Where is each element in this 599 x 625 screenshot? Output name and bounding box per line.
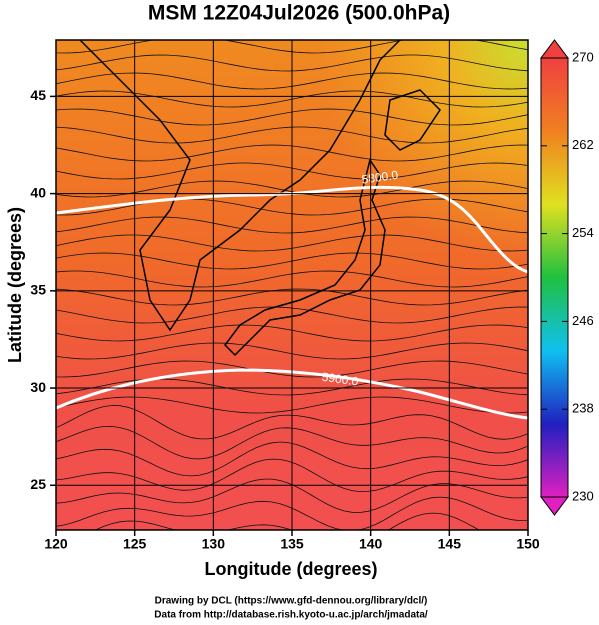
streamline [56,441,528,477]
colorbar-label: 238 [572,401,594,416]
x-tick-label: 145 [438,536,462,552]
streamline [56,126,528,144]
streamline [56,90,528,108]
y-tick-label: 40 [30,184,46,200]
x-tick-label: 130 [202,536,226,552]
colorbar-top [540,39,569,59]
colorbar-bottom [540,496,569,516]
streamline [56,496,528,530]
x-axis-label: Longitude (degrees) [204,559,377,579]
x-tick-label: 120 [44,536,68,552]
x-tick-label: 125 [123,536,147,552]
streamline [56,198,528,216]
contour-label: 5900.0 [321,370,360,389]
frame [55,39,529,531]
y-tick-label: 45 [30,87,46,103]
streamline [56,54,528,72]
streamline [56,252,528,270]
colorbar-label: 246 [572,313,594,328]
coastline-continent [79,40,401,332]
coastline-hokkaido [384,89,441,151]
y-tick-label: 25 [30,476,46,492]
y-axis-label: Latitude (degrees) [5,207,25,363]
streamlines [56,40,528,530]
streamline [56,306,528,324]
streamline [56,72,528,90]
streamline [56,378,528,396]
title: MSM 12Z04Jul2026 (500.0hPa) [148,2,450,25]
colorbar-label: 262 [572,137,594,152]
y-tick-label: 35 [30,282,46,298]
streamline [56,458,528,493]
streamline [56,270,528,288]
streamline [56,108,528,126]
streamline [56,162,528,180]
streamline [56,342,528,360]
streamline [56,478,528,513]
streamline [56,216,528,234]
streamline [56,425,528,460]
footer-line: Data from http://database.rish.kyoto-u.a… [154,610,428,621]
contour-line [56,185,528,274]
x-tick-label: 140 [359,536,383,552]
x-tick-label: 135 [280,536,304,552]
streamline [94,512,480,530]
x-tick-label: 150 [516,536,540,552]
coastline-japan [224,158,386,357]
colorbar-label: 230 [572,488,594,503]
streamline [56,144,528,162]
streamline [56,288,528,306]
contour-line [56,368,528,420]
streamline [56,180,528,198]
colorbar-label: 254 [572,225,594,240]
streamline [56,360,528,378]
map-area: 5800.0 5900.0 [56,40,528,530]
streamline [56,324,528,342]
colorbar: 230 238 246 254 262 270 [540,39,594,516]
streamline [56,405,528,440]
streamline [56,396,528,414]
streamline [56,234,528,252]
footer-line: Drawing by DCL (https://www.gfd-dennou.o… [155,596,428,607]
colorbar-label: 270 [572,49,594,64]
streamline [56,40,528,54]
colorbar-body [540,57,569,498]
y-tick-label: 30 [30,379,46,395]
